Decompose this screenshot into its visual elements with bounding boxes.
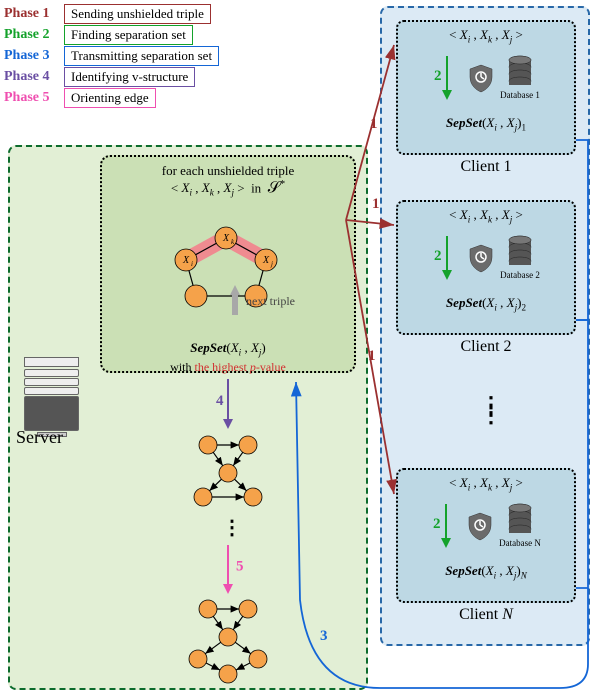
client-icons-row: 2 Database N (431, 497, 541, 555)
db-wrap: Database 2 (500, 235, 540, 280)
svg-text:1: 1 (368, 348, 376, 364)
database-label: Database 1 (500, 90, 540, 100)
client-box: < Xi , Xk , Xj > 2 Database 2 SepSet(Xi , X… (396, 200, 576, 335)
mini-graph (158, 435, 298, 513)
vdots: ⋮⋮ (480, 400, 502, 420)
database-icon (507, 55, 533, 85)
phase2-arrow: 2 (431, 500, 461, 552)
svg-text:5: 5 (236, 559, 244, 575)
mini-graph (158, 599, 298, 689)
legend-desc: Orienting edge (64, 88, 156, 108)
database-icon (507, 235, 533, 265)
svg-text:j: j (270, 260, 273, 268)
legend: Phase 1Sending unshielded triplePhase 2F… (4, 4, 219, 109)
client-label: Client N (396, 606, 576, 624)
svg-text:i: i (191, 260, 193, 268)
svg-text:X: X (222, 233, 230, 244)
database-label: Database N (499, 538, 541, 548)
legend-phase-label: Phase 2 (4, 27, 64, 43)
server-sepset-line2: with the highest p-value (108, 360, 348, 375)
shield-icon (468, 243, 494, 273)
shield-icon (467, 511, 493, 541)
database-label: Database 2 (500, 270, 540, 280)
phase2-arrow: 2 (432, 232, 462, 284)
svg-text:2: 2 (434, 248, 442, 264)
client-box: < Xi , Xk , Xj > 2 Database N SepSet(Xi , X… (396, 468, 576, 603)
legend-phase-label: Phase 1 (4, 6, 64, 22)
legend-row: Phase 1Sending unshielded triple (4, 4, 219, 24)
triple-box-line1: for each unshielded triple (108, 163, 348, 179)
legend-row: Phase 5Orienting edge (4, 88, 219, 108)
client-sepset: SepSet(Xi , Xj)N (398, 563, 574, 581)
client-triple: < Xi , Xk , Xj > (398, 475, 574, 493)
triple-box-line2: < Xi , Xk , Xj > in 𝒮* (108, 179, 348, 198)
client-sepset: SepSet(Xi , Xj)2 (398, 295, 574, 313)
client-label: Client 1 (396, 158, 576, 176)
server-icon (24, 357, 79, 437)
svg-text:1: 1 (372, 196, 380, 212)
final-graph (158, 599, 298, 694)
legend-phase-label: Phase 3 (4, 48, 64, 64)
server-triple-box: for each unshielded triple< Xi , Xk , Xj… (100, 155, 356, 373)
svg-text:2: 2 (433, 516, 441, 532)
server-sepset-line: SepSet(Xi , Xj) (108, 340, 348, 358)
svg-text:next triple: next triple (246, 294, 295, 308)
database-icon (507, 503, 533, 533)
legend-phase-label: Phase 4 (4, 69, 64, 85)
server-label: Server (16, 427, 63, 448)
db-wrap: Database N (499, 503, 541, 548)
legend-desc: Transmitting separation set (64, 46, 219, 66)
db-wrap: Database 1 (500, 55, 540, 100)
svg-text:X: X (262, 255, 270, 266)
server-panel: Server for each unshielded triple< Xi , X… (8, 145, 368, 690)
svg-text:X: X (182, 255, 190, 266)
legend-desc: Identifying v-structure (64, 67, 195, 87)
client-icons-row: 2 Database 1 (432, 49, 540, 107)
legend-row: Phase 4Identifying v-structure (4, 67, 219, 87)
phase-arrow-5: 5 (208, 543, 248, 606)
legend-phase-label: Phase 5 (4, 90, 64, 106)
svg-text:4: 4 (216, 393, 224, 409)
client-icons-row: 2 Database 2 (432, 229, 540, 287)
client-sepset: SepSet(Xi , Xj)1 (398, 115, 574, 133)
v-structure-graph (158, 435, 298, 518)
vdots: ⋮ (222, 515, 244, 540)
svg-text:2: 2 (434, 68, 442, 84)
legend-row: Phase 3Transmitting separation set (4, 46, 219, 66)
client-triple: < Xi , Xk , Xj > (398, 207, 574, 225)
legend-desc: Sending unshielded triple (64, 4, 211, 24)
legend-desc: Finding separation set (64, 25, 193, 45)
svg-text:1: 1 (370, 116, 378, 132)
clients-panel: < Xi , Xk , Xj > 2 Database 1 SepSet(Xi , X… (380, 6, 590, 646)
phase-arrow-4: 4 (208, 377, 248, 441)
client-label: Client 2 (396, 338, 576, 356)
next-triple-arrow: next triple (210, 285, 300, 325)
phase2-arrow: 2 (432, 52, 462, 104)
legend-row: Phase 2Finding separation set (4, 25, 219, 45)
client-triple: < Xi , Xk , Xj > (398, 27, 574, 45)
shield-icon (468, 63, 494, 93)
client-box: < Xi , Xk , Xj > 2 Database 1 SepSet(Xi , X… (396, 20, 576, 155)
